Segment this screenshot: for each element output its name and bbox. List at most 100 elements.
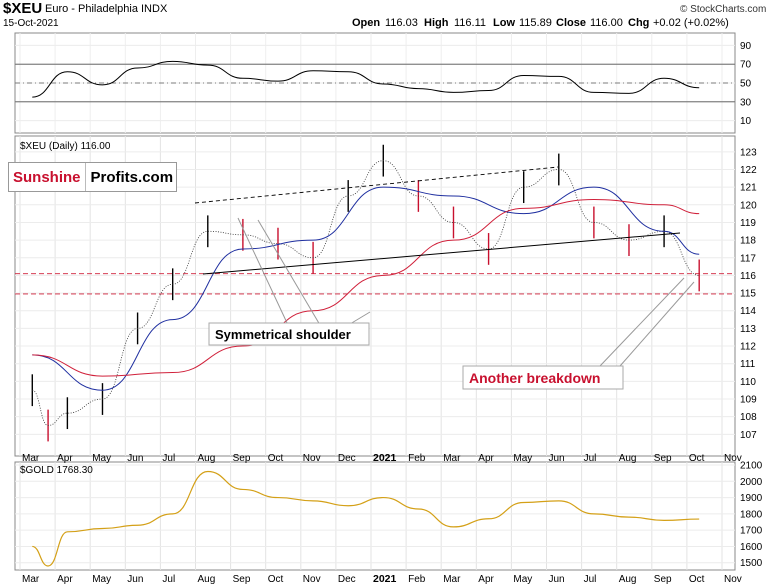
y-tick-label: 112 <box>740 342 756 353</box>
y-tick-label: 50 <box>740 79 752 90</box>
gold-x-tick: Apr <box>57 574 73 585</box>
grid-layer <box>15 33 735 570</box>
gold-legend: $GOLD 1768.30 <box>20 465 93 476</box>
price-x-tick: Oct <box>689 453 705 464</box>
y-tick-label: 110 <box>740 377 756 388</box>
y-tick-label: 2100 <box>740 461 763 472</box>
price-x-tick: Aug <box>619 453 637 464</box>
y-tick-label: 114 <box>740 306 756 317</box>
price-x-tick: Apr <box>57 453 73 464</box>
y-tick-label: 120 <box>740 200 757 211</box>
y-tick-label: 113 <box>740 324 756 335</box>
logo-part-sunshine: Sunshine <box>9 163 86 191</box>
tick-labels: Mar Mar Apr Apr May May Jun Jun Jul Jul Aug Aug Sep S… <box>22 41 763 585</box>
price-x-tick: Dec <box>338 453 356 464</box>
y-tick-label: 111 <box>740 359 756 370</box>
low-label: Low <box>493 17 515 29</box>
trendlines <box>194 166 695 367</box>
y-tick-label: 123 <box>740 147 757 158</box>
breakdown-pointer-2 <box>619 281 695 367</box>
y-tick-label: 2000 <box>740 477 763 488</box>
annotation-breakdown: Another breakdown <box>462 365 624 390</box>
ma-long-line <box>32 199 700 377</box>
price-x-tick: Jun <box>549 453 565 464</box>
y-tick-label: 107 <box>740 430 757 441</box>
annotation-shoulder-text: Symmetrical shoulder <box>215 327 351 342</box>
copyright: © StockCharts.com <box>680 4 766 15</box>
price-x-tick: Aug <box>198 453 216 464</box>
price-x-tick: Sep <box>233 453 251 464</box>
open-label: Open <box>352 17 380 29</box>
gold-line <box>32 470 700 567</box>
series-layer <box>31 60 700 567</box>
y-tick-label: 1600 <box>740 542 763 553</box>
y-tick-label: 70 <box>740 60 752 71</box>
gold-x-tick: Nov <box>303 574 321 585</box>
price-x-tick: May <box>513 453 532 464</box>
gold-x-tick: Oct <box>689 574 705 585</box>
y-tick-label: 115 <box>740 289 756 300</box>
gold-x-tick: Aug <box>619 574 637 585</box>
price-x-tick: Oct <box>268 453 284 464</box>
gold-x-tick: Sep <box>654 574 672 585</box>
gold-x-tick: Feb <box>408 574 426 585</box>
price-x-tick: Nov <box>303 453 321 464</box>
y-tick-label: 108 <box>740 412 757 423</box>
rsi-line <box>32 60 700 98</box>
shoulder-pointer-1 <box>237 217 289 326</box>
chg-label: Chg <box>628 17 649 29</box>
shoulder-pointer-3 <box>349 311 371 325</box>
y-tick-label: 117 <box>740 253 756 264</box>
y-tick-label: 116 <box>740 271 756 282</box>
annotation-shoulder: Symmetrical shoulder <box>208 322 370 346</box>
gold-x-tick: Jul <box>162 574 175 585</box>
y-tick-label: 1500 <box>740 558 763 569</box>
price-x-tick: 2021 <box>373 452 397 464</box>
high-value: 116.11 <box>454 17 486 29</box>
gold-x-tick: Sep <box>233 574 251 585</box>
price-x-tick: Nov <box>724 453 742 464</box>
y-tick-label: 1800 <box>740 509 763 520</box>
y-tick-label: 10 <box>740 116 752 127</box>
gold-x-tick: Oct <box>268 574 284 585</box>
gold-x-tick: May <box>92 574 111 585</box>
y-tick-label: 121 <box>740 183 757 194</box>
price-x-tick: Feb <box>408 453 426 464</box>
y-tick-label: 1700 <box>740 526 763 537</box>
open-value: 116.03 <box>385 17 418 29</box>
ohlc-readout: Open 116.03 High 116.11 Low 115.89 Close… <box>352 17 729 29</box>
price-line <box>32 160 700 426</box>
gold-x-tick: May <box>513 574 532 585</box>
price-x-tick: Jul <box>584 453 597 464</box>
y-tick-label: 119 <box>740 218 756 229</box>
y-tick-label: 90 <box>740 41 752 52</box>
y-tick-label: 118 <box>740 236 756 247</box>
logo-part-profits: Profits.com <box>90 168 174 186</box>
chart-date: 15-Oct-2021 <box>3 18 59 29</box>
neckline-trendline <box>202 232 681 275</box>
upper-dashed-trendline <box>194 166 559 204</box>
gold-x-tick: Jun <box>549 574 565 585</box>
high-label: High <box>424 17 449 29</box>
price-legend: $XEU (Daily) 116.00 <box>20 141 111 152</box>
gold-x-tick: Jun <box>127 574 143 585</box>
gold-x-tick: 2021 <box>373 573 397 585</box>
price-x-tick: Mar <box>22 453 40 464</box>
gold-x-tick: Aug <box>198 574 216 585</box>
price-x-tick: Mar <box>443 453 461 464</box>
gold-x-tick: Mar <box>443 574 461 585</box>
gold-panel <box>14 461 736 571</box>
price-x-tick: Jul <box>162 453 175 464</box>
y-tick-label: 109 <box>740 395 757 406</box>
y-tick-label: 122 <box>740 165 757 176</box>
gold-x-tick: Nov <box>724 574 742 585</box>
y-tick-label: 1900 <box>740 493 763 504</box>
sunshine-profits-logo: Sunshine Profits.com <box>8 162 177 192</box>
breakdown-pointer-1 <box>599 277 685 367</box>
gold-x-tick: Mar <box>22 574 40 585</box>
gold-x-tick: Apr <box>478 574 494 585</box>
close-label: Close <box>556 17 586 29</box>
price-x-tick: May <box>92 453 111 464</box>
symbol-title: $XEU <box>3 0 42 17</box>
symbol-name: Euro - Philadelphia INDX <box>45 3 168 15</box>
